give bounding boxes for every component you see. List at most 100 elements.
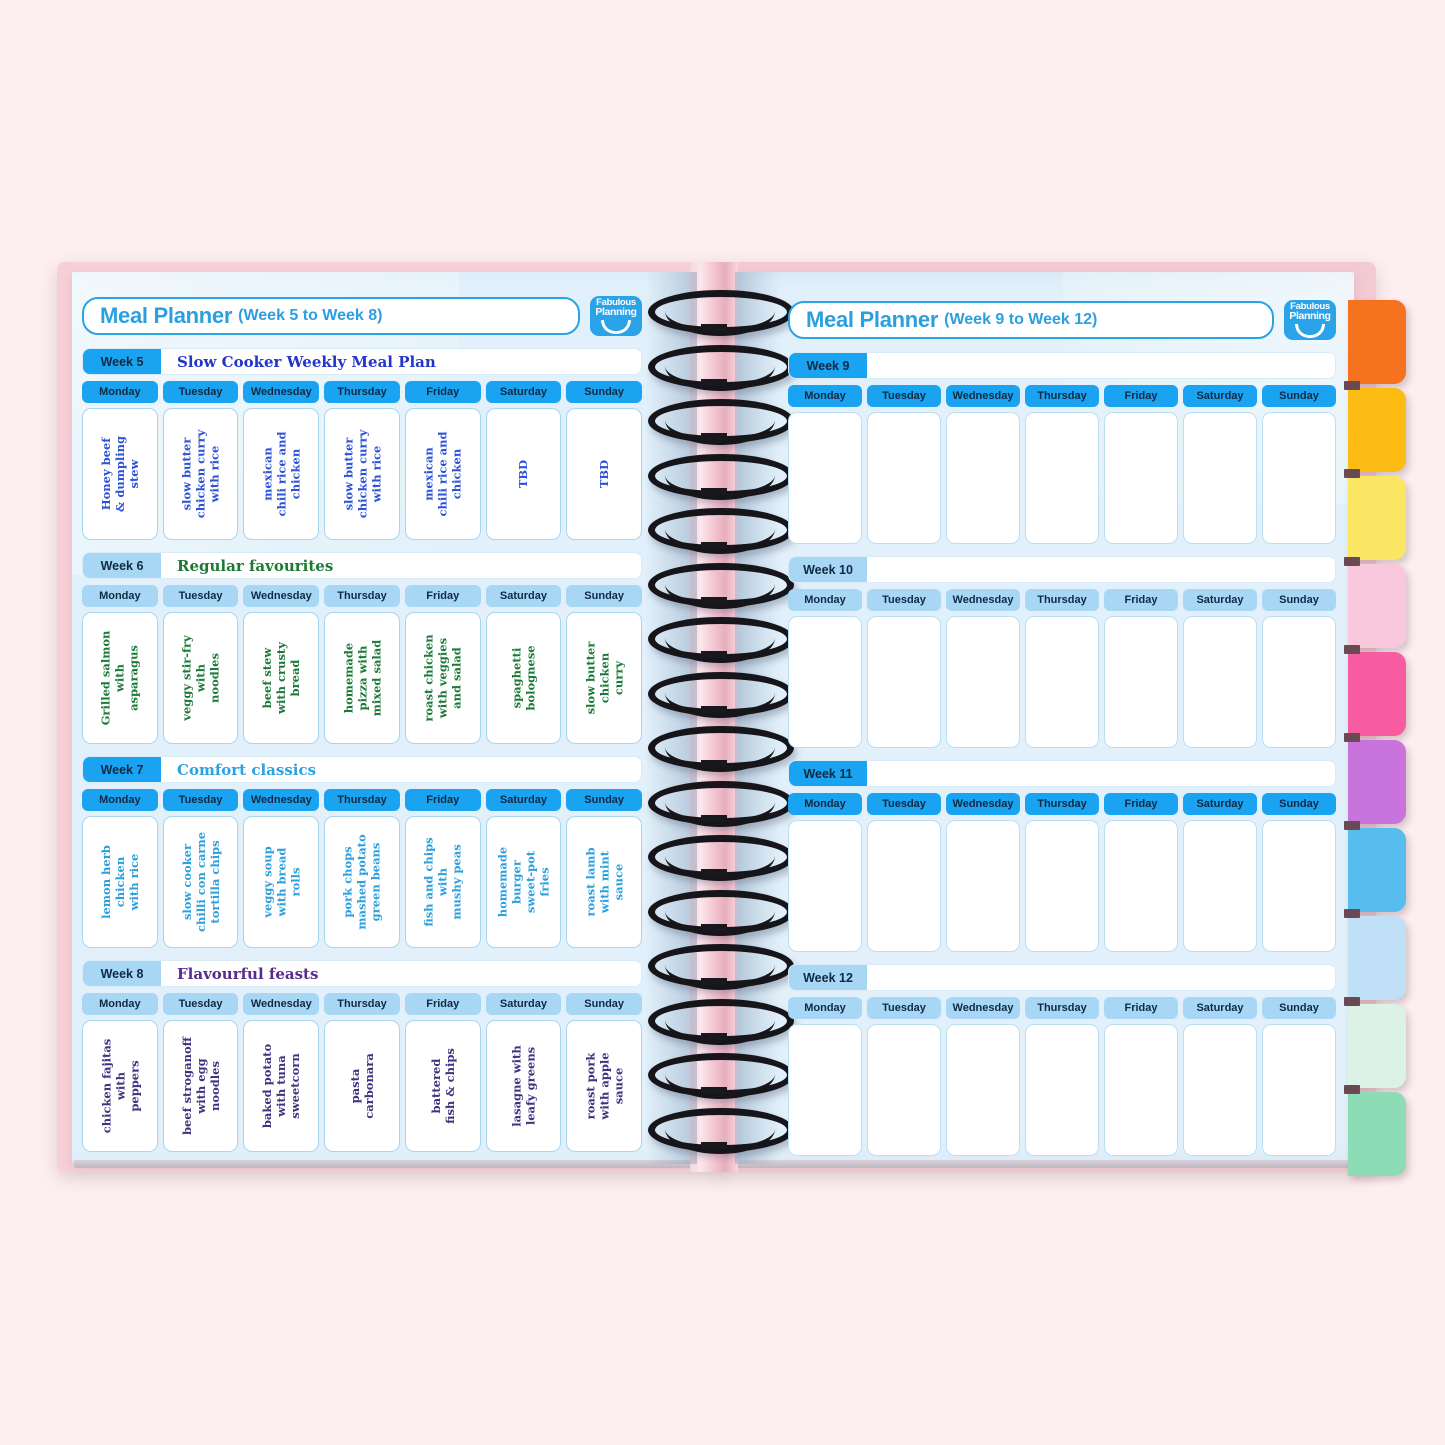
day-header-saturday: Saturday: [485, 993, 562, 1015]
meal-cell-tuesday[interactable]: beef stroganoff with egg noodles: [162, 1020, 239, 1152]
tab-hot-pink[interactable]: [1348, 652, 1406, 736]
tab-orange[interactable]: [1348, 300, 1406, 384]
meal-cell-wednesday[interactable]: veggy soup with bread rolls: [243, 816, 320, 948]
spiral-coil-notch: [701, 324, 727, 331]
meal-cell-wednesday[interactable]: [946, 820, 1020, 952]
day-header-wednesday: Wednesday: [243, 381, 320, 403]
week-label-chip: Week 12: [789, 965, 867, 990]
meal-cell-monday[interactable]: [788, 412, 862, 544]
day-header-saturday: Saturday: [1183, 385, 1257, 407]
meal-cell-thursday[interactable]: pasta carbonara: [324, 1020, 400, 1152]
day-header-tuesday: Tuesday: [867, 997, 941, 1019]
meal-cell-sunday[interactable]: TBD: [566, 408, 643, 540]
meal-cell-saturday[interactable]: [1183, 412, 1257, 544]
meal-cell-saturday[interactable]: spaghetti bolognese: [485, 612, 562, 744]
meal-cell-monday[interactable]: Honey beef & dumpling stew: [82, 408, 158, 540]
meal-cell-friday[interactable]: [1104, 412, 1178, 544]
week-theme-input[interactable]: [867, 353, 1335, 378]
meal-cell-thursday[interactable]: [1025, 1024, 1099, 1156]
meal-cell-sunday[interactable]: roast lamb with mint sauce: [566, 816, 643, 948]
meal-cell-wednesday[interactable]: beef stew with crusty bread: [243, 612, 320, 744]
day-header-tuesday: Tuesday: [162, 789, 239, 811]
meal-cell-saturday[interactable]: lasagne with leafy greens: [485, 1020, 562, 1152]
meal-cell-thursday[interactable]: [1025, 412, 1099, 544]
tab-divider-nub: [1344, 645, 1360, 654]
week-theme-input[interactable]: Flavourful feasts: [161, 961, 641, 986]
meal-cell-friday[interactable]: mexican chili rice and chicken: [404, 408, 481, 540]
tab-yellow[interactable]: [1348, 476, 1406, 560]
week-theme-input[interactable]: Comfort classics: [161, 757, 641, 782]
spiral-coil-notch: [701, 978, 727, 985]
meal-cell-saturday[interactable]: homemade burger sweet-pot fries: [485, 816, 562, 948]
left-title-box: Meal Planner (Week 5 to Week 8): [82, 297, 580, 335]
meal-cell-wednesday[interactable]: baked potato with tuna sweetcorn: [243, 1020, 320, 1152]
meal-cell-wednesday[interactable]: [946, 1024, 1020, 1156]
meal-cell-sunday[interactable]: [1262, 616, 1336, 748]
meal-cell-friday[interactable]: [1104, 820, 1178, 952]
tab-amber[interactable]: [1348, 388, 1406, 472]
day-header-wednesday: Wednesday: [243, 789, 320, 811]
week-header-row: Week 5 Slow Cooker Weekly Meal Plan: [82, 348, 642, 375]
meal-cell-tuesday[interactable]: [867, 1024, 941, 1156]
tab-pale-blue[interactable]: [1348, 916, 1406, 1000]
week-theme-input[interactable]: [867, 557, 1335, 582]
smile-arc-icon: [601, 320, 631, 334]
meal-cell-saturday[interactable]: [1183, 820, 1257, 952]
meal-cell-thursday[interactable]: slow butter chicken curry with rice: [324, 408, 400, 540]
spiral-coil-notch: [701, 433, 727, 440]
meal-cell-thursday[interactable]: [1025, 616, 1099, 748]
meal-cell-wednesday[interactable]: [946, 616, 1020, 748]
meal-cell-friday[interactable]: [1104, 616, 1178, 748]
meal-cell-tuesday[interactable]: veggy stir-fry with noodles: [162, 612, 239, 744]
meal-cell-monday[interactable]: chicken fajitas with peppers: [82, 1020, 158, 1152]
logo-line2: Planning: [595, 306, 637, 318]
tab-light-pink[interactable]: [1348, 564, 1406, 648]
meal-cell-friday[interactable]: battered fish & chips: [404, 1020, 481, 1152]
spiral-coil-notch: [701, 542, 727, 549]
week-theme-input[interactable]: Regular favourites: [161, 553, 641, 578]
page-title-range: (Week 5 to Week 8): [238, 307, 383, 324]
tab-green[interactable]: [1348, 1092, 1406, 1176]
day-header-wednesday: Wednesday: [243, 993, 320, 1015]
meal-cell-saturday[interactable]: [1183, 1024, 1257, 1156]
meal-cell-monday[interactable]: [788, 616, 862, 748]
meal-cell-saturday[interactable]: TBD: [485, 408, 562, 540]
day-header-saturday: Saturday: [485, 585, 562, 607]
day-header-thursday: Thursday: [1025, 793, 1099, 815]
meal-text: lemon herb chicken with rice: [98, 845, 141, 919]
week-header-row: Week 12: [788, 964, 1336, 991]
tab-orchid[interactable]: [1348, 740, 1406, 824]
meal-cell-tuesday[interactable]: [867, 616, 941, 748]
meal-cell-friday[interactable]: roast chicken with veggies and salad: [404, 612, 481, 744]
meal-cell-thursday[interactable]: pork chops mashed potato green beans: [324, 816, 400, 948]
meal-cell-thursday[interactable]: [1025, 820, 1099, 952]
week-theme-input[interactable]: Slow Cooker Weekly Meal Plan: [161, 349, 641, 374]
meal-cell-sunday[interactable]: [1262, 1024, 1336, 1156]
meal-cell-tuesday[interactable]: slow cooker chilli con carne tortilla chip…: [162, 816, 239, 948]
meal-cell-sunday[interactable]: [1262, 820, 1336, 952]
tab-mint-white[interactable]: [1348, 1004, 1406, 1088]
meal-cell-sunday[interactable]: slow butter chicken curry: [566, 612, 643, 744]
week-theme-input[interactable]: [867, 965, 1335, 990]
meal-cell-monday[interactable]: [788, 820, 862, 952]
spiral-coil-notch: [701, 814, 727, 822]
meal-cell-tuesday[interactable]: [867, 412, 941, 544]
meal-cell-tuesday[interactable]: slow butter chicken curry with rice: [162, 408, 239, 540]
meal-cell-sunday[interactable]: [1262, 412, 1336, 544]
meal-cell-saturday[interactable]: [1183, 616, 1257, 748]
week-theme-input[interactable]: [867, 761, 1335, 786]
meal-cell-thursday[interactable]: homemade pizza with mixed salad: [324, 612, 400, 744]
meal-cell-sunday[interactable]: roast pork with apple sauce: [566, 1020, 643, 1152]
meal-cell-monday[interactable]: [788, 1024, 862, 1156]
meal-cell-monday[interactable]: Grilled salmon with asparagus: [82, 612, 158, 744]
meal-cells-row: [788, 820, 1336, 952]
meal-cell-friday[interactable]: [1104, 1024, 1178, 1156]
day-header-sunday: Sunday: [1262, 589, 1336, 611]
meal-cell-wednesday[interactable]: [946, 412, 1020, 544]
meal-cell-monday[interactable]: lemon herb chicken with rice: [82, 816, 158, 948]
meal-cell-tuesday[interactable]: [867, 820, 941, 952]
meal-cell-friday[interactable]: fish and chips with mushy peas: [404, 816, 481, 948]
tab-blue[interactable]: [1348, 828, 1406, 912]
day-header-tuesday: Tuesday: [162, 381, 239, 403]
meal-cell-wednesday[interactable]: mexican chili rice and chicken: [243, 408, 320, 540]
